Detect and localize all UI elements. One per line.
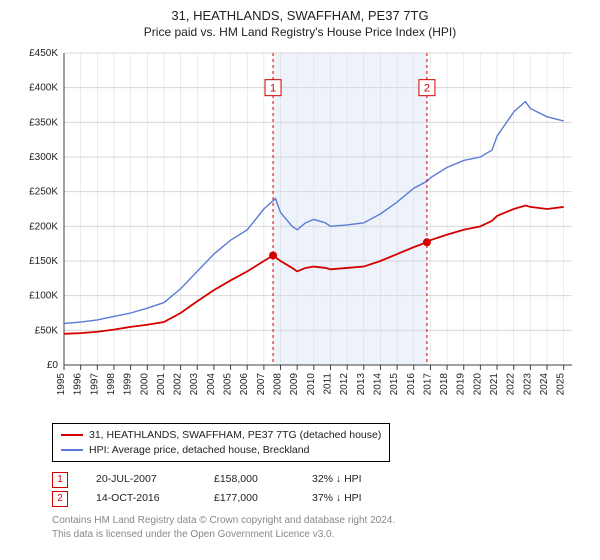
svg-text:2: 2 — [424, 83, 430, 95]
footnote-line1: Contains HM Land Registry data © Crown c… — [52, 515, 395, 526]
svg-text:1995: 1995 — [56, 372, 67, 395]
svg-text:2004: 2004 — [206, 372, 217, 395]
transaction-price: £158,000 — [214, 470, 284, 489]
svg-text:£100K: £100K — [29, 291, 58, 302]
legend-item: HPI: Average price, detached house, Brec… — [61, 443, 381, 458]
transaction-marker: 1 — [52, 472, 68, 488]
svg-text:2000: 2000 — [139, 372, 150, 395]
price-chart: £0 £50K £100K £150K £200K £250K £300K £350K £400… — [20, 45, 580, 415]
svg-text:2023: 2023 — [522, 372, 533, 395]
legend-label: HPI: Average price, detached house, Brec… — [89, 443, 309, 458]
legend-item: 31, HEATHLANDS, SWAFFHAM, PE37 7TG (deta… — [61, 428, 381, 443]
svg-text:2010: 2010 — [306, 372, 317, 395]
svg-text:2002: 2002 — [173, 372, 184, 395]
svg-text:2017: 2017 — [422, 372, 433, 395]
svg-text:2012: 2012 — [339, 372, 350, 395]
transaction-price: £177,000 — [214, 489, 284, 508]
legend-swatch — [61, 434, 83, 436]
page-title: 31, HEATHLANDS, SWAFFHAM, PE37 7TG — [12, 8, 588, 25]
svg-text:£0: £0 — [47, 360, 59, 371]
svg-text:£450K: £450K — [29, 48, 58, 59]
transaction-row: 1 20-JUL-2007 £158,000 32% ↓ HPI — [52, 470, 588, 489]
svg-text:2011: 2011 — [322, 372, 333, 394]
svg-text:2022: 2022 — [506, 372, 517, 395]
transaction-table: 1 20-JUL-2007 £158,000 32% ↓ HPI 2 14-OCT-201… — [52, 470, 588, 508]
svg-text:2021: 2021 — [489, 372, 500, 395]
svg-text:2024: 2024 — [539, 372, 550, 395]
chart-container: 31, HEATHLANDS, SWAFFHAM, PE37 7TG Price… — [0, 0, 600, 560]
svg-text:2008: 2008 — [273, 372, 284, 395]
svg-text:2009: 2009 — [289, 372, 300, 395]
svg-text:£400K: £400K — [29, 83, 58, 94]
legend-swatch — [61, 449, 83, 451]
svg-text:2020: 2020 — [472, 372, 483, 395]
transaction-date: 14-OCT-2016 — [96, 489, 186, 508]
transaction-diff: 37% ↓ HPI — [312, 489, 362, 508]
svg-text:2001: 2001 — [156, 372, 167, 395]
footnote-line2: This data is licensed under the Open Gov… — [52, 529, 334, 540]
svg-text:2003: 2003 — [189, 372, 200, 395]
transaction-diff: 32% ↓ HPI — [312, 470, 362, 489]
svg-text:2005: 2005 — [223, 372, 234, 395]
svg-text:2013: 2013 — [356, 372, 367, 395]
transaction-row: 2 14-OCT-2016 £177,000 37% ↓ HPI — [52, 489, 588, 508]
svg-text:2018: 2018 — [439, 372, 450, 395]
footnote: Contains HM Land Registry data © Crown c… — [52, 514, 588, 541]
svg-text:£200K: £200K — [29, 221, 58, 232]
svg-text:2007: 2007 — [256, 372, 267, 395]
page-subtitle: Price paid vs. HM Land Registry's House … — [12, 25, 588, 39]
legend: 31, HEATHLANDS, SWAFFHAM, PE37 7TG (deta… — [52, 423, 390, 462]
svg-text:2014: 2014 — [372, 372, 383, 395]
legend-label: 31, HEATHLANDS, SWAFFHAM, PE37 7TG (deta… — [89, 428, 381, 443]
svg-text:2025: 2025 — [556, 372, 567, 395]
svg-text:2015: 2015 — [389, 372, 400, 395]
svg-text:1997: 1997 — [89, 372, 100, 395]
svg-text:1998: 1998 — [106, 372, 117, 395]
svg-text:£250K: £250K — [29, 187, 58, 198]
svg-text:2019: 2019 — [456, 372, 467, 395]
svg-text:£50K: £50K — [35, 325, 59, 336]
svg-text:1: 1 — [270, 83, 276, 95]
svg-text:1996: 1996 — [73, 372, 84, 395]
transaction-marker: 2 — [52, 491, 68, 507]
svg-text:1999: 1999 — [123, 372, 134, 395]
transaction-date: 20-JUL-2007 — [96, 470, 186, 489]
svg-text:2016: 2016 — [406, 372, 417, 395]
svg-text:£350K: £350K — [29, 117, 58, 128]
svg-text:£150K: £150K — [29, 256, 58, 267]
svg-text:2006: 2006 — [239, 372, 250, 395]
svg-text:£300K: £300K — [29, 152, 58, 163]
